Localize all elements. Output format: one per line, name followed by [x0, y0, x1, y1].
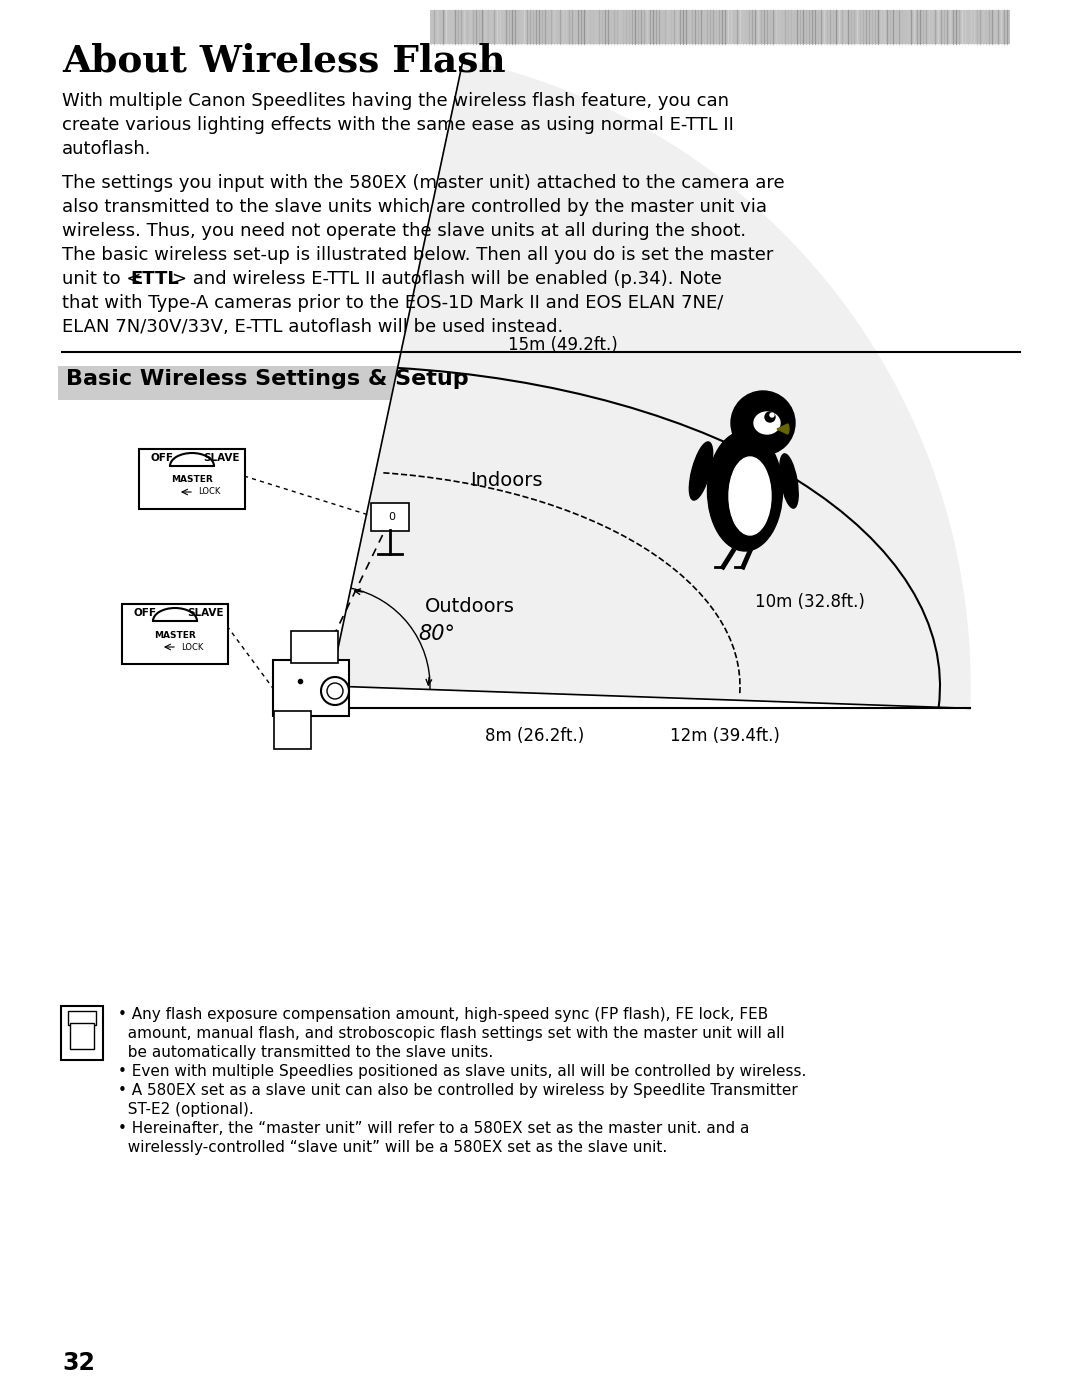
- Text: that with Type-A cameras prior to the EOS-1D Mark II and EOS ELAN 7NE/: that with Type-A cameras prior to the EO…: [62, 293, 724, 312]
- Text: OFF: OFF: [134, 608, 157, 617]
- Text: LOCK: LOCK: [198, 488, 220, 496]
- Text: MASTER: MASTER: [171, 475, 213, 485]
- Text: ETTL: ETTL: [130, 270, 179, 288]
- FancyBboxPatch shape: [139, 448, 245, 509]
- Text: unit to <: unit to <: [62, 270, 141, 288]
- Text: 32: 32: [62, 1351, 95, 1375]
- Text: About Wireless Flash: About Wireless Flash: [62, 42, 505, 80]
- Text: amount, manual flash, and stroboscopic flash settings set with the master unit w: amount, manual flash, and stroboscopic f…: [118, 1025, 785, 1041]
- FancyBboxPatch shape: [70, 1023, 94, 1049]
- FancyBboxPatch shape: [372, 503, 409, 531]
- Text: 12m (39.4ft.): 12m (39.4ft.): [670, 728, 780, 746]
- Ellipse shape: [689, 441, 713, 500]
- Text: • Even with multiple Speedlies positioned as slave units, all will be controlled: • Even with multiple Speedlies positione…: [118, 1065, 807, 1078]
- Text: wirelessly-controlled “slave unit” will be a 580EX set as the slave unit.: wirelessly-controlled “slave unit” will …: [118, 1140, 667, 1155]
- Wedge shape: [777, 423, 789, 434]
- FancyBboxPatch shape: [273, 659, 349, 717]
- Ellipse shape: [780, 454, 798, 509]
- Circle shape: [770, 414, 774, 416]
- Text: 8m (26.2ft.): 8m (26.2ft.): [485, 728, 584, 746]
- Text: Outdoors: Outdoors: [426, 597, 515, 616]
- Text: • Any flash exposure compensation amount, high-speed sync (FP flash), FE lock, F: • Any flash exposure compensation amount…: [118, 1007, 768, 1023]
- Text: The settings you input with the 580EX (master unit) attached to the camera are: The settings you input with the 580EX (m…: [62, 175, 785, 191]
- Text: 80°: 80°: [419, 624, 456, 644]
- Text: LOCK: LOCK: [181, 643, 203, 651]
- Text: • Hereinafter, the “master unit” will refer to a 580EX set as the master unit. a: • Hereinafter, the “master unit” will re…: [118, 1120, 750, 1136]
- Text: MASTER: MASTER: [154, 630, 195, 640]
- Text: With multiple Canon Speedlites having the wireless flash feature, you can: With multiple Canon Speedlites having th…: [62, 92, 729, 110]
- Text: SLAVE: SLAVE: [204, 453, 240, 462]
- Text: create various lighting effects with the same ease as using normal E-TTL II: create various lighting effects with the…: [62, 116, 734, 134]
- Text: 0: 0: [389, 511, 395, 522]
- Polygon shape: [330, 60, 970, 708]
- Text: also transmitted to the slave units which are controlled by the master unit via: also transmitted to the slave units whic…: [62, 198, 767, 217]
- Circle shape: [731, 391, 795, 455]
- Text: > and wireless E-TTL II autoflash will be enabled (p.34). Note: > and wireless E-TTL II autoflash will b…: [172, 270, 721, 288]
- Text: ELAN 7N/30V/33V, E-TTL autoflash will be used instead.: ELAN 7N/30V/33V, E-TTL autoflash will be…: [62, 319, 564, 337]
- Text: ST-E2 (optional).: ST-E2 (optional).: [118, 1102, 254, 1118]
- FancyBboxPatch shape: [291, 631, 338, 664]
- FancyBboxPatch shape: [60, 1006, 103, 1060]
- FancyBboxPatch shape: [58, 366, 426, 400]
- Circle shape: [765, 412, 775, 422]
- Text: The basic wireless set-up is illustrated below. Then all you do is set the maste: The basic wireless set-up is illustrated…: [62, 246, 773, 264]
- Text: 15m (49.2ft.): 15m (49.2ft.): [509, 337, 618, 353]
- Text: Indoors: Indoors: [470, 472, 542, 490]
- Text: be automatically transmitted to the slave units.: be automatically transmitted to the slav…: [118, 1045, 494, 1060]
- Ellipse shape: [707, 432, 783, 550]
- Ellipse shape: [754, 412, 780, 434]
- FancyBboxPatch shape: [430, 10, 1010, 43]
- Text: • A 580EX set as a slave unit can also be controlled by wireless by Speedlite Tr: • A 580EX set as a slave unit can also b…: [118, 1083, 798, 1098]
- FancyBboxPatch shape: [68, 1011, 96, 1025]
- Text: OFF: OFF: [150, 453, 174, 462]
- Text: SLAVE: SLAVE: [187, 608, 224, 617]
- FancyBboxPatch shape: [122, 604, 228, 664]
- Text: Basic Wireless Settings & Setup: Basic Wireless Settings & Setup: [66, 369, 469, 388]
- Ellipse shape: [729, 457, 771, 535]
- FancyBboxPatch shape: [274, 711, 311, 749]
- Text: 10m (32.8ft.): 10m (32.8ft.): [755, 594, 865, 612]
- Text: autoflash.: autoflash.: [62, 140, 151, 158]
- Text: wireless. Thus, you need not operate the slave units at all during the shoot.: wireless. Thus, you need not operate the…: [62, 222, 746, 240]
